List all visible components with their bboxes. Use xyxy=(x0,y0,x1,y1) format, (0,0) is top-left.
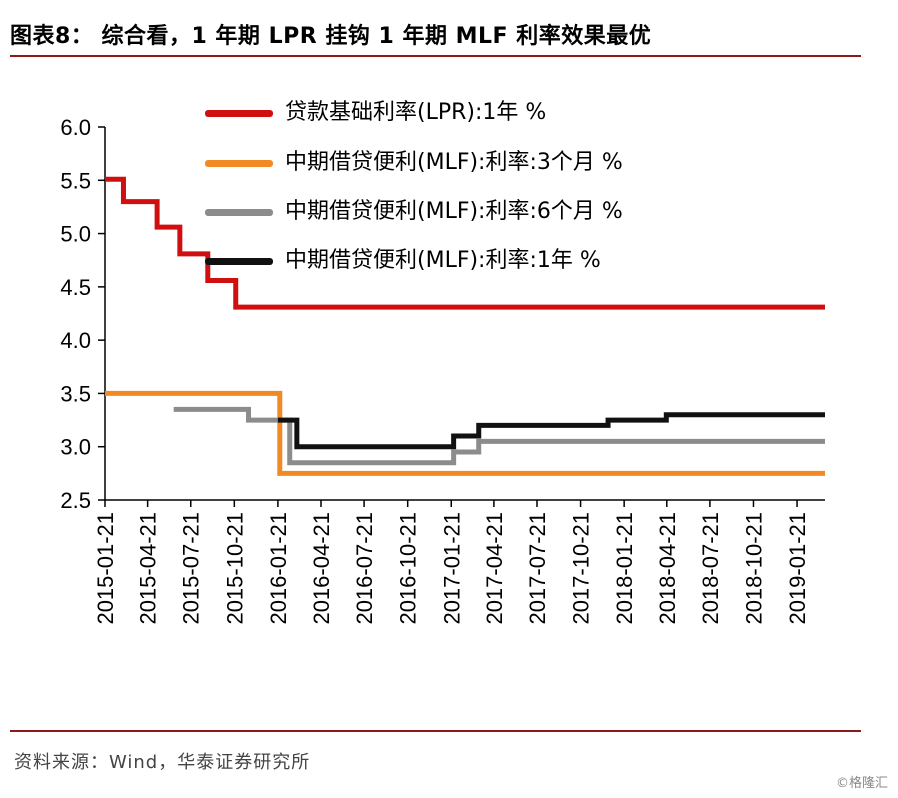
x-tick-label: 2017-01-21 xyxy=(439,512,464,625)
y-tick-label: 3.5 xyxy=(60,381,91,406)
watermark: ©格隆汇 xyxy=(835,776,888,791)
x-tick-label: 2015-04-21 xyxy=(136,512,161,625)
x-tick-label: 2017-04-21 xyxy=(482,512,507,625)
x-tick-label: 2017-10-21 xyxy=(569,512,594,625)
series-line-mlf-3m xyxy=(105,390,825,476)
x-tick-label: 2019-01-21 xyxy=(785,512,810,625)
x-tick-label: 2016-04-21 xyxy=(309,512,334,625)
legend-swatch-mlf-6m xyxy=(205,209,273,216)
y-tick-label: 6.0 xyxy=(60,115,91,140)
legend-label-mlf-1y: 中期借贷便利(MLF):利率:1年 % xyxy=(285,248,601,273)
x-tick-label: 2015-07-21 xyxy=(179,512,204,625)
chart-title: 图表8： 综合看，1 年期 LPR 挂钩 1 年期 MLF 利率效果最优 xyxy=(10,24,652,49)
x-tick-label: 2015-10-21 xyxy=(222,512,247,625)
x-tick-label: 2018-01-21 xyxy=(612,512,637,625)
legend-swatch-mlf-3m xyxy=(205,160,273,167)
x-tick-label: 2016-01-21 xyxy=(266,512,291,625)
legend-swatch-mlf-1y xyxy=(205,258,273,265)
y-tick-label: 3.0 xyxy=(60,435,91,460)
y-tick-label: 5.5 xyxy=(60,168,91,193)
series-line-mlf-6m xyxy=(173,406,825,466)
x-tick-label: 2016-07-21 xyxy=(352,512,377,625)
title-divider xyxy=(10,55,861,57)
x-tick-label: 2016-10-21 xyxy=(396,512,421,625)
series-line-mlf-1y xyxy=(277,412,825,450)
x-tick-label: 2018-10-21 xyxy=(741,512,766,625)
legend-label-mlf-3m: 中期借贷便利(MLF):利率:3个月 % xyxy=(285,150,623,175)
x-tick-label: 2017-07-21 xyxy=(525,512,550,625)
source-note: 资料来源：Wind，华泰证券研究所 xyxy=(14,752,311,773)
y-tick-label: 4.0 xyxy=(60,328,91,353)
x-tick-label: 2015-01-21 xyxy=(93,512,118,625)
y-tick-label: 2.5 xyxy=(60,488,91,513)
x-tick-label: 2018-04-21 xyxy=(655,512,680,625)
y-tick-label: 5.0 xyxy=(60,222,91,247)
footer-divider xyxy=(10,730,861,732)
y-tick-label: 4.5 xyxy=(60,275,91,300)
line-chart: 2.5 3.0 3.5 4.0 4.5 5.0 5.5 6.0 2015-01-21 2015-0… xyxy=(60,115,825,625)
legend-label-lpr-1y: 贷款基础利率(LPR):1年 % xyxy=(285,100,547,125)
series-line-lpr-1y xyxy=(105,176,825,310)
legend-label-mlf-6m: 中期借贷便利(MLF):利率:6个月 % xyxy=(285,199,623,224)
x-tick-label: 2018-07-21 xyxy=(698,512,723,625)
legend-swatch-lpr-1y xyxy=(205,110,273,117)
